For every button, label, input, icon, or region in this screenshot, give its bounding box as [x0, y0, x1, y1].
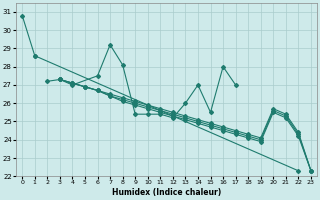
- X-axis label: Humidex (Indice chaleur): Humidex (Indice chaleur): [112, 188, 221, 197]
